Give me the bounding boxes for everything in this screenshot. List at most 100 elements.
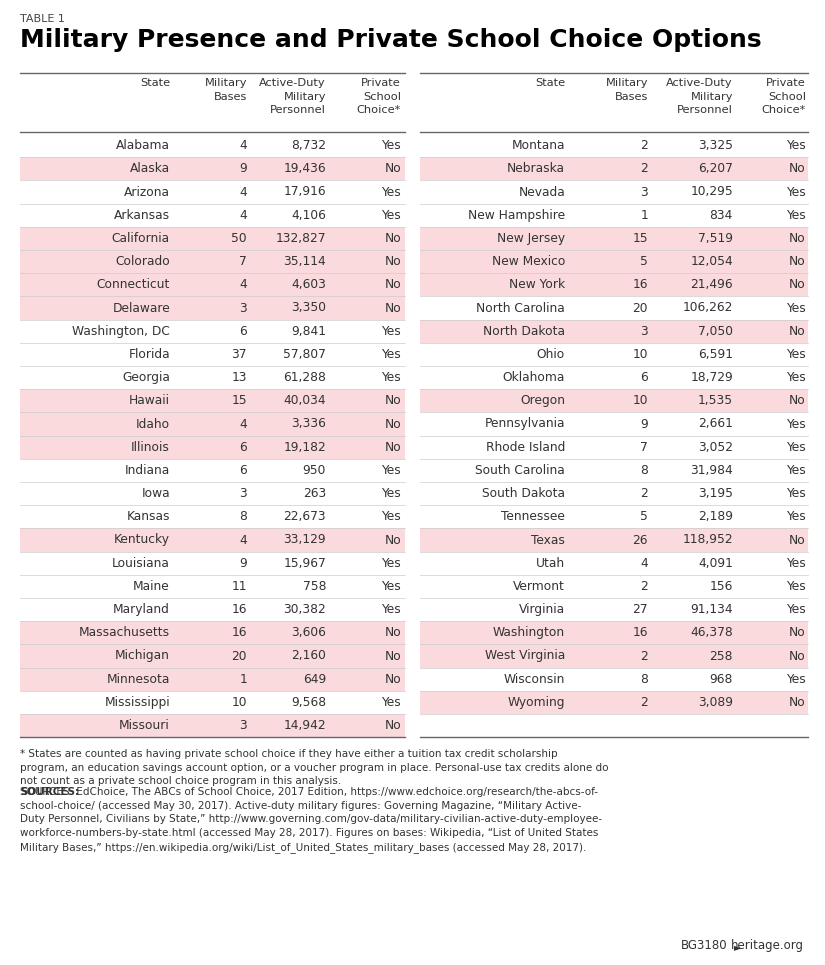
Text: 14,942: 14,942 bbox=[283, 719, 326, 732]
Text: 758: 758 bbox=[303, 580, 326, 593]
Text: 20: 20 bbox=[232, 649, 247, 663]
Text: Washington, DC: Washington, DC bbox=[72, 324, 170, 338]
Text: 118,952: 118,952 bbox=[682, 534, 733, 546]
Text: Private
School
Choice*: Private School Choice* bbox=[761, 78, 806, 115]
Bar bbox=[20, 458, 405, 482]
Text: Montana: Montana bbox=[512, 139, 565, 152]
Text: Yes: Yes bbox=[786, 208, 806, 222]
Bar bbox=[420, 157, 808, 180]
Bar bbox=[420, 343, 808, 366]
Bar bbox=[20, 714, 405, 737]
Text: Connecticut: Connecticut bbox=[97, 278, 170, 291]
Text: 4,091: 4,091 bbox=[698, 557, 733, 569]
Text: 8,732: 8,732 bbox=[291, 139, 326, 152]
Text: Yes: Yes bbox=[381, 348, 401, 361]
Bar bbox=[20, 575, 405, 598]
Text: 10: 10 bbox=[633, 348, 648, 361]
Text: 9,568: 9,568 bbox=[291, 696, 326, 709]
Text: Michigan: Michigan bbox=[116, 649, 170, 663]
Text: Illinois: Illinois bbox=[131, 441, 170, 454]
Text: 11: 11 bbox=[232, 580, 247, 593]
Text: Yes: Yes bbox=[786, 557, 806, 569]
Text: 2: 2 bbox=[640, 139, 648, 152]
Text: Yes: Yes bbox=[786, 301, 806, 315]
Bar bbox=[420, 575, 808, 598]
Text: 4: 4 bbox=[239, 418, 247, 430]
Text: Maine: Maine bbox=[134, 580, 170, 593]
Text: Private
School
Choice*: Private School Choice* bbox=[356, 78, 401, 115]
Text: 12,054: 12,054 bbox=[691, 255, 733, 268]
Text: Active-Duty
Military
Personnel: Active-Duty Military Personnel bbox=[667, 78, 733, 115]
Text: 18,729: 18,729 bbox=[691, 372, 733, 384]
Text: TABLE 1: TABLE 1 bbox=[20, 14, 65, 24]
Text: 6: 6 bbox=[239, 464, 247, 477]
Bar bbox=[420, 458, 808, 482]
Bar bbox=[20, 204, 405, 227]
Text: 5: 5 bbox=[640, 510, 648, 523]
Text: Wyoming: Wyoming bbox=[507, 696, 565, 709]
Text: ►: ► bbox=[734, 942, 742, 952]
Text: 649: 649 bbox=[303, 673, 326, 686]
Bar bbox=[420, 529, 808, 552]
Text: 3: 3 bbox=[239, 301, 247, 315]
Text: Yes: Yes bbox=[381, 372, 401, 384]
Bar bbox=[420, 506, 808, 529]
Text: 6: 6 bbox=[640, 372, 648, 384]
Text: 9: 9 bbox=[640, 418, 648, 430]
Bar bbox=[420, 273, 808, 296]
Text: Active-Duty
Military
Personnel: Active-Duty Military Personnel bbox=[259, 78, 326, 115]
Text: 9,841: 9,841 bbox=[291, 324, 326, 338]
Text: 7,050: 7,050 bbox=[698, 324, 733, 338]
Text: 4: 4 bbox=[640, 557, 648, 569]
Bar bbox=[420, 598, 808, 621]
Text: 6,207: 6,207 bbox=[698, 162, 733, 176]
Bar bbox=[420, 482, 808, 506]
Text: 132,827: 132,827 bbox=[276, 232, 326, 245]
Text: No: No bbox=[790, 162, 806, 176]
Text: Yes: Yes bbox=[786, 348, 806, 361]
Text: 46,378: 46,378 bbox=[691, 626, 733, 639]
Text: Vermont: Vermont bbox=[513, 580, 565, 593]
Bar bbox=[420, 691, 808, 714]
Text: 20: 20 bbox=[633, 301, 648, 315]
Bar bbox=[20, 506, 405, 529]
Text: 4: 4 bbox=[239, 208, 247, 222]
Bar bbox=[20, 227, 405, 250]
Text: Florida: Florida bbox=[129, 348, 170, 361]
Text: 6: 6 bbox=[239, 324, 247, 338]
Text: Arkansas: Arkansas bbox=[114, 208, 170, 222]
Text: 37: 37 bbox=[232, 348, 247, 361]
Text: Minnesota: Minnesota bbox=[106, 673, 170, 686]
Bar bbox=[20, 343, 405, 366]
Text: 3: 3 bbox=[239, 487, 247, 500]
Text: 57,807: 57,807 bbox=[283, 348, 326, 361]
Text: Pennsylvania: Pennsylvania bbox=[484, 418, 565, 430]
Text: Colorado: Colorado bbox=[116, 255, 170, 268]
Text: 1,535: 1,535 bbox=[698, 395, 733, 407]
Text: 1: 1 bbox=[640, 208, 648, 222]
Text: Yes: Yes bbox=[786, 673, 806, 686]
Text: State: State bbox=[535, 78, 565, 88]
Text: Yes: Yes bbox=[786, 603, 806, 616]
Text: 7,519: 7,519 bbox=[698, 232, 733, 245]
Text: 3,606: 3,606 bbox=[291, 626, 326, 639]
Text: Yes: Yes bbox=[381, 185, 401, 199]
Text: * States are counted as having private school choice if they have either a tuiti: * States are counted as having private s… bbox=[20, 749, 609, 786]
Bar bbox=[420, 180, 808, 204]
Text: 9: 9 bbox=[239, 162, 247, 176]
Text: 3,336: 3,336 bbox=[291, 418, 326, 430]
Bar bbox=[20, 157, 405, 180]
Text: Arizona: Arizona bbox=[124, 185, 170, 199]
Bar bbox=[20, 668, 405, 691]
Text: 3: 3 bbox=[640, 185, 648, 199]
Text: 3: 3 bbox=[640, 324, 648, 338]
Bar bbox=[20, 529, 405, 552]
Bar bbox=[420, 296, 808, 319]
Text: Nevada: Nevada bbox=[518, 185, 565, 199]
Text: Washington: Washington bbox=[493, 626, 565, 639]
Text: West Virginia: West Virginia bbox=[485, 649, 565, 663]
Text: No: No bbox=[384, 649, 401, 663]
Text: Kansas: Kansas bbox=[126, 510, 170, 523]
Text: Yes: Yes bbox=[786, 418, 806, 430]
Text: 4: 4 bbox=[239, 185, 247, 199]
